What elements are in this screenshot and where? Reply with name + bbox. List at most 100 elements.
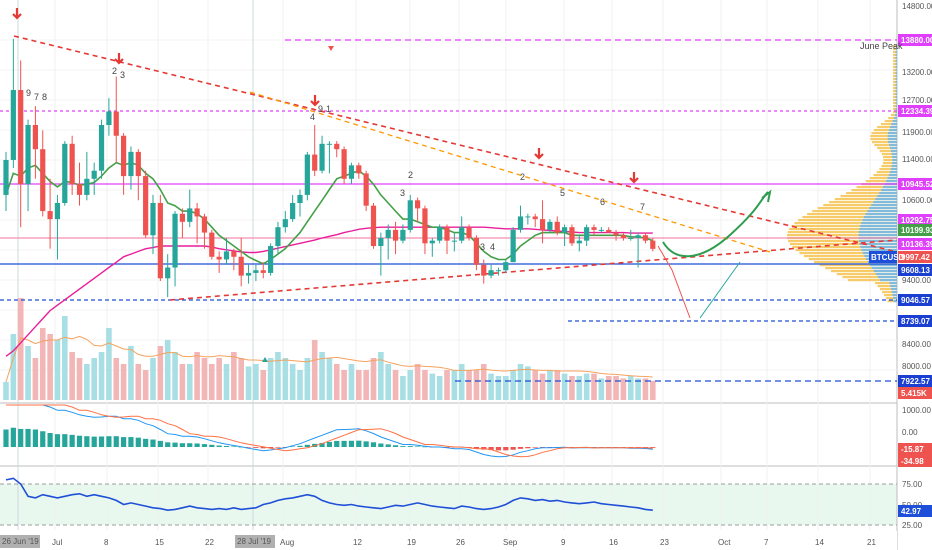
- countdown-label: 2: [408, 170, 413, 180]
- x-tick: Oct: [718, 538, 731, 547]
- candle: [187, 208, 193, 222]
- candle: [223, 251, 230, 260]
- volume-bar: [341, 370, 347, 400]
- x-tick: Jul: [52, 538, 62, 547]
- price-tag-text: 13880.00: [901, 36, 932, 45]
- candle: [378, 237, 384, 247]
- price-scale: 14800.00 13200.00 12700.00 11900.00 11400.00…: [860, 2, 932, 530]
- candle: [290, 202, 296, 220]
- countdown-label: 2: [112, 66, 117, 76]
- volume-bar: [172, 352, 178, 400]
- macd-hist-bar: [591, 447, 597, 448]
- macd-hist-bar: [495, 447, 502, 451]
- volume-bar: [120, 364, 127, 400]
- x-tick: Aug: [280, 538, 294, 547]
- candle: [584, 227, 590, 241]
- countdown-label: 9: [318, 104, 323, 114]
- candle: [194, 208, 200, 217]
- countdown-label: 7: [640, 202, 645, 212]
- macd-hist-bar: [172, 442, 178, 447]
- macd-hist-bar: [231, 446, 237, 447]
- macd-hist-bar: [334, 440, 340, 447]
- countdown-label: 7: [34, 92, 39, 102]
- volume-bar: [282, 358, 289, 400]
- candle: [326, 143, 332, 145]
- bullish-projection: [662, 191, 769, 258]
- candle: [334, 143, 340, 150]
- macd-hist-bar: [135, 437, 141, 447]
- candle: [297, 194, 303, 203]
- volume-bar: [84, 364, 90, 400]
- macd-hist-bar: [488, 447, 494, 451]
- candle: [260, 270, 266, 273]
- candle: [47, 211, 53, 220]
- countdown-label: 2: [520, 172, 525, 182]
- price-tick: 12700.00: [902, 96, 932, 105]
- countdown-label: 6: [600, 197, 605, 207]
- macd-hist-bar: [297, 445, 303, 447]
- macd-tag-text: -34.98: [901, 457, 924, 466]
- volume-bar: [539, 373, 546, 400]
- volume-bar: [164, 340, 171, 400]
- volume-bar: [422, 370, 428, 400]
- candle: [591, 227, 597, 230]
- volume-bar: [370, 358, 377, 400]
- candle: [253, 270, 259, 273]
- macd-hist-bar: [422, 446, 428, 448]
- volume-bar: [444, 370, 450, 400]
- macd-hist-bar: [275, 447, 281, 448]
- candle: [3, 159, 9, 195]
- candle: [172, 213, 178, 268]
- candle: [341, 149, 347, 179]
- macd-hist-bar: [194, 443, 200, 447]
- volume-bar: [635, 378, 641, 400]
- candle: [525, 216, 531, 218]
- volume-bar: [642, 378, 649, 400]
- candle: [488, 270, 494, 276]
- volume-bar: [231, 352, 237, 400]
- volume-bar: [179, 364, 186, 400]
- volume-bar: [407, 370, 414, 400]
- macd-hist-bar: [620, 447, 626, 448]
- triangle-marker-icon: [328, 46, 334, 51]
- volume-bar: [311, 340, 318, 400]
- x-tick: 28 Jul '19: [237, 537, 272, 546]
- volume-bar: [466, 370, 472, 400]
- x-tick: 23: [660, 538, 669, 547]
- volume-bar: [253, 364, 259, 400]
- candle: [547, 221, 553, 230]
- macd-hist-bar: [517, 447, 524, 449]
- candle: [635, 235, 641, 238]
- volume-bar: [650, 380, 656, 400]
- candle: [113, 111, 119, 136]
- candle: [54, 202, 61, 220]
- x-tick: 22: [205, 538, 214, 547]
- price-tag: [898, 315, 932, 327]
- volume-bar: [76, 358, 83, 400]
- macd-hist-bar: [3, 429, 9, 447]
- macd-tick: 0.00: [902, 428, 918, 437]
- countdown-label: 4: [490, 242, 495, 252]
- volume-bar: [267, 358, 274, 400]
- price-tag-text: 10136.39: [901, 240, 932, 249]
- rsi-tag: [898, 505, 932, 517]
- macd-hist-bar: [187, 443, 193, 447]
- macd-tag: [898, 443, 932, 455]
- macd-hist-bar: [444, 447, 450, 448]
- price-tag: [898, 214, 932, 226]
- macd-hist-bar: [143, 438, 149, 447]
- candle: [25, 124, 31, 185]
- volume-bar: [297, 370, 303, 400]
- x-tick: 8: [104, 538, 109, 547]
- price-tick: 11400.00: [902, 155, 932, 164]
- candle: [650, 240, 656, 249]
- volume-bar: [532, 370, 538, 400]
- countdown-label: 3: [120, 70, 125, 80]
- symbol-tag: [869, 251, 897, 263]
- volume-bar: [186, 364, 193, 400]
- macd-hist-bar: [290, 446, 296, 448]
- candle: [282, 219, 288, 228]
- volume-bar: [10, 334, 17, 400]
